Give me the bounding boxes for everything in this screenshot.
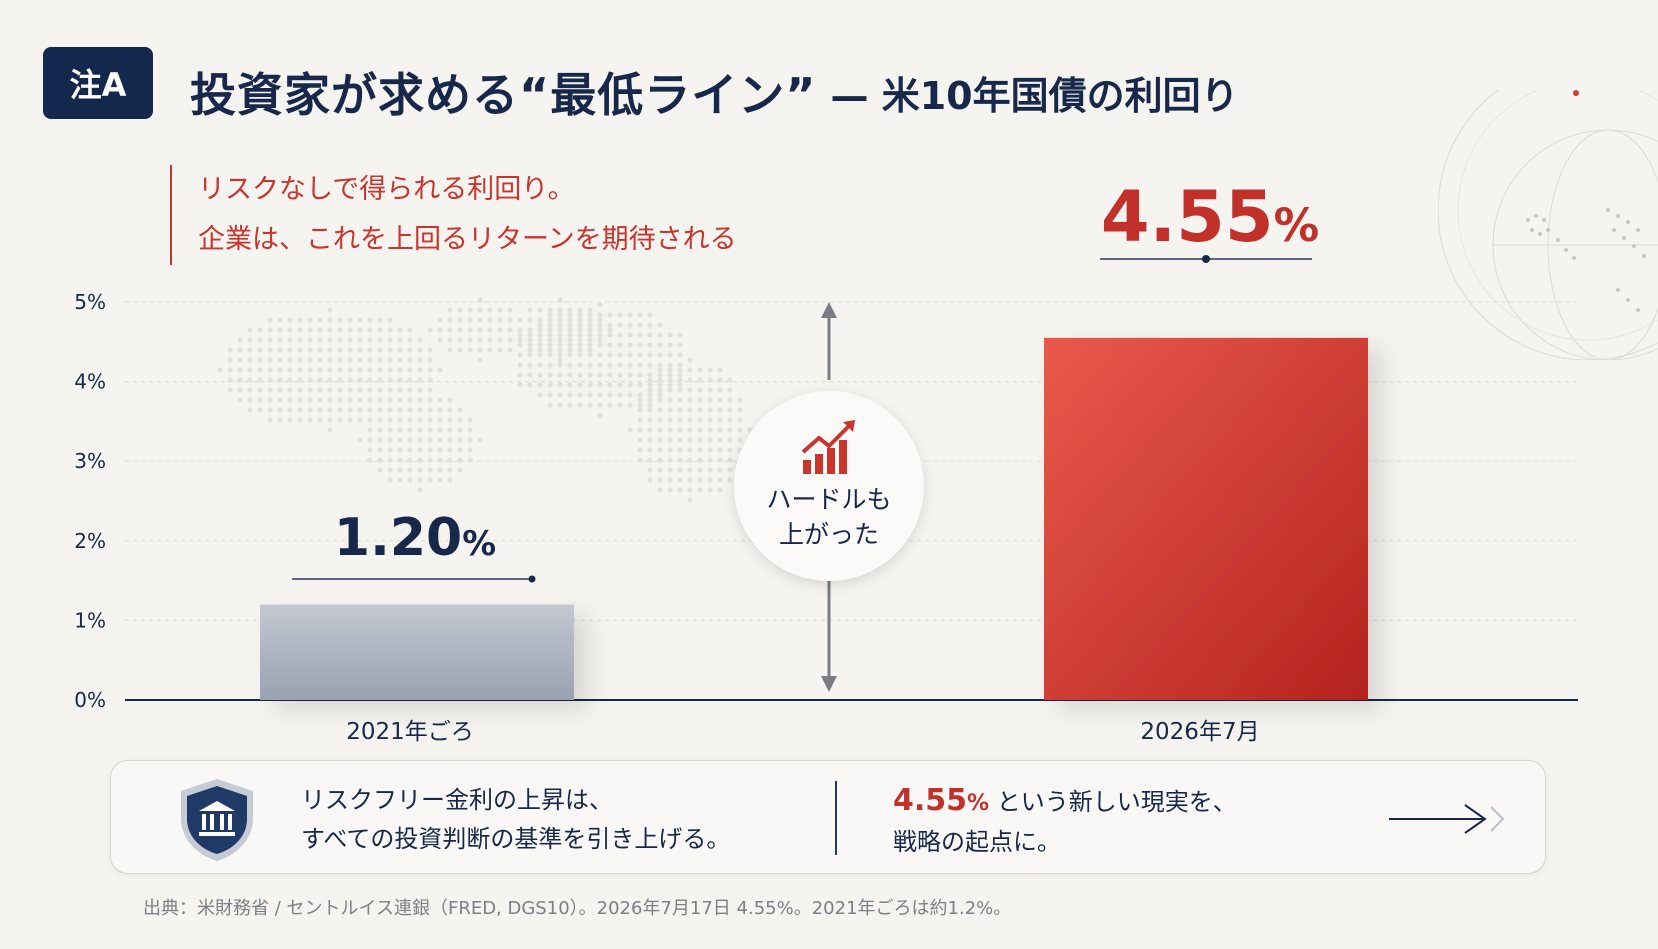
note-line-1: リスクなしで得られる利回り。 [198, 174, 575, 205]
bar-0 [260, 604, 574, 700]
page-title: 投資家が求める“最低ライン” — 米10年国債の利回り [190, 56, 1239, 128]
y-tick-label: 1% [74, 608, 106, 632]
y-tick-label: 5% [74, 290, 106, 314]
panel-highlight-value: 4.55% [893, 783, 990, 818]
hurdle-line-2: 上がった [778, 520, 879, 549]
panel-right-text: 4.55% という新しい現実を、 戦略の起点に。 [893, 781, 1237, 862]
value-label-2026: 4.55% [1100, 176, 1320, 258]
title-main: 投資家が求める“最低ライン” [190, 68, 817, 122]
y-tick-label: 0% [74, 688, 106, 712]
arrow-right-icon [1389, 804, 1505, 834]
chart-note: リスクなしで得られる利回り。 企業は、これを上回るリターンを期待される [170, 165, 737, 265]
panel-right-line-2: 戦略の起点に。 [893, 828, 1061, 856]
x-tick-label-2021: 2021年ごろ [346, 719, 474, 745]
rising-chart-icon [801, 420, 855, 474]
shield-bank-icon [181, 779, 253, 861]
note-line-2: 企業は、これを上回るリターンを期待される [198, 224, 737, 255]
title-subtitle: — 米10年国債の利回り [830, 73, 1239, 118]
panel-left-line-1: リスクフリー金利の上昇は、 [301, 786, 613, 814]
note-badge: 注A [43, 47, 153, 119]
value-label-2021: 1.20% [333, 508, 497, 568]
hurdle-line-1: ハードルも [766, 485, 892, 514]
hurdle-callout: ハードルも 上がった [734, 391, 924, 581]
panel-divider [835, 781, 837, 855]
panel-right-line-1: 4.55% という新しい現実を、 [893, 783, 1237, 818]
y-tick-label: 4% [74, 370, 106, 394]
bar-1 [1044, 337, 1368, 700]
hurdle-arrow-icon [821, 302, 837, 692]
source-note: 出典：米財務省 / セントルイス連銀（FRED, DGS10）。2026年7月1… [143, 898, 1012, 919]
globe-decoration-icon [1438, 90, 1658, 360]
y-tick-label: 2% [74, 529, 106, 553]
x-tick-label-2026: 2026年7月 [1140, 719, 1260, 745]
summary-panel: リスクフリー金利の上昇は、 すべての投資判断の基準を引き上げる。 4.55% と… [110, 760, 1546, 874]
panel-left-line-2: すべての投資判断の基準を引き上げる。 [301, 825, 731, 853]
panel-left-text: リスクフリー金利の上昇は、 すべての投資判断の基準を引き上げる。 [301, 781, 730, 859]
hurdle-text: ハードルも 上がった [764, 482, 894, 552]
y-tick-label: 3% [74, 449, 106, 473]
world-map-decoration-icon [217, 297, 753, 503]
